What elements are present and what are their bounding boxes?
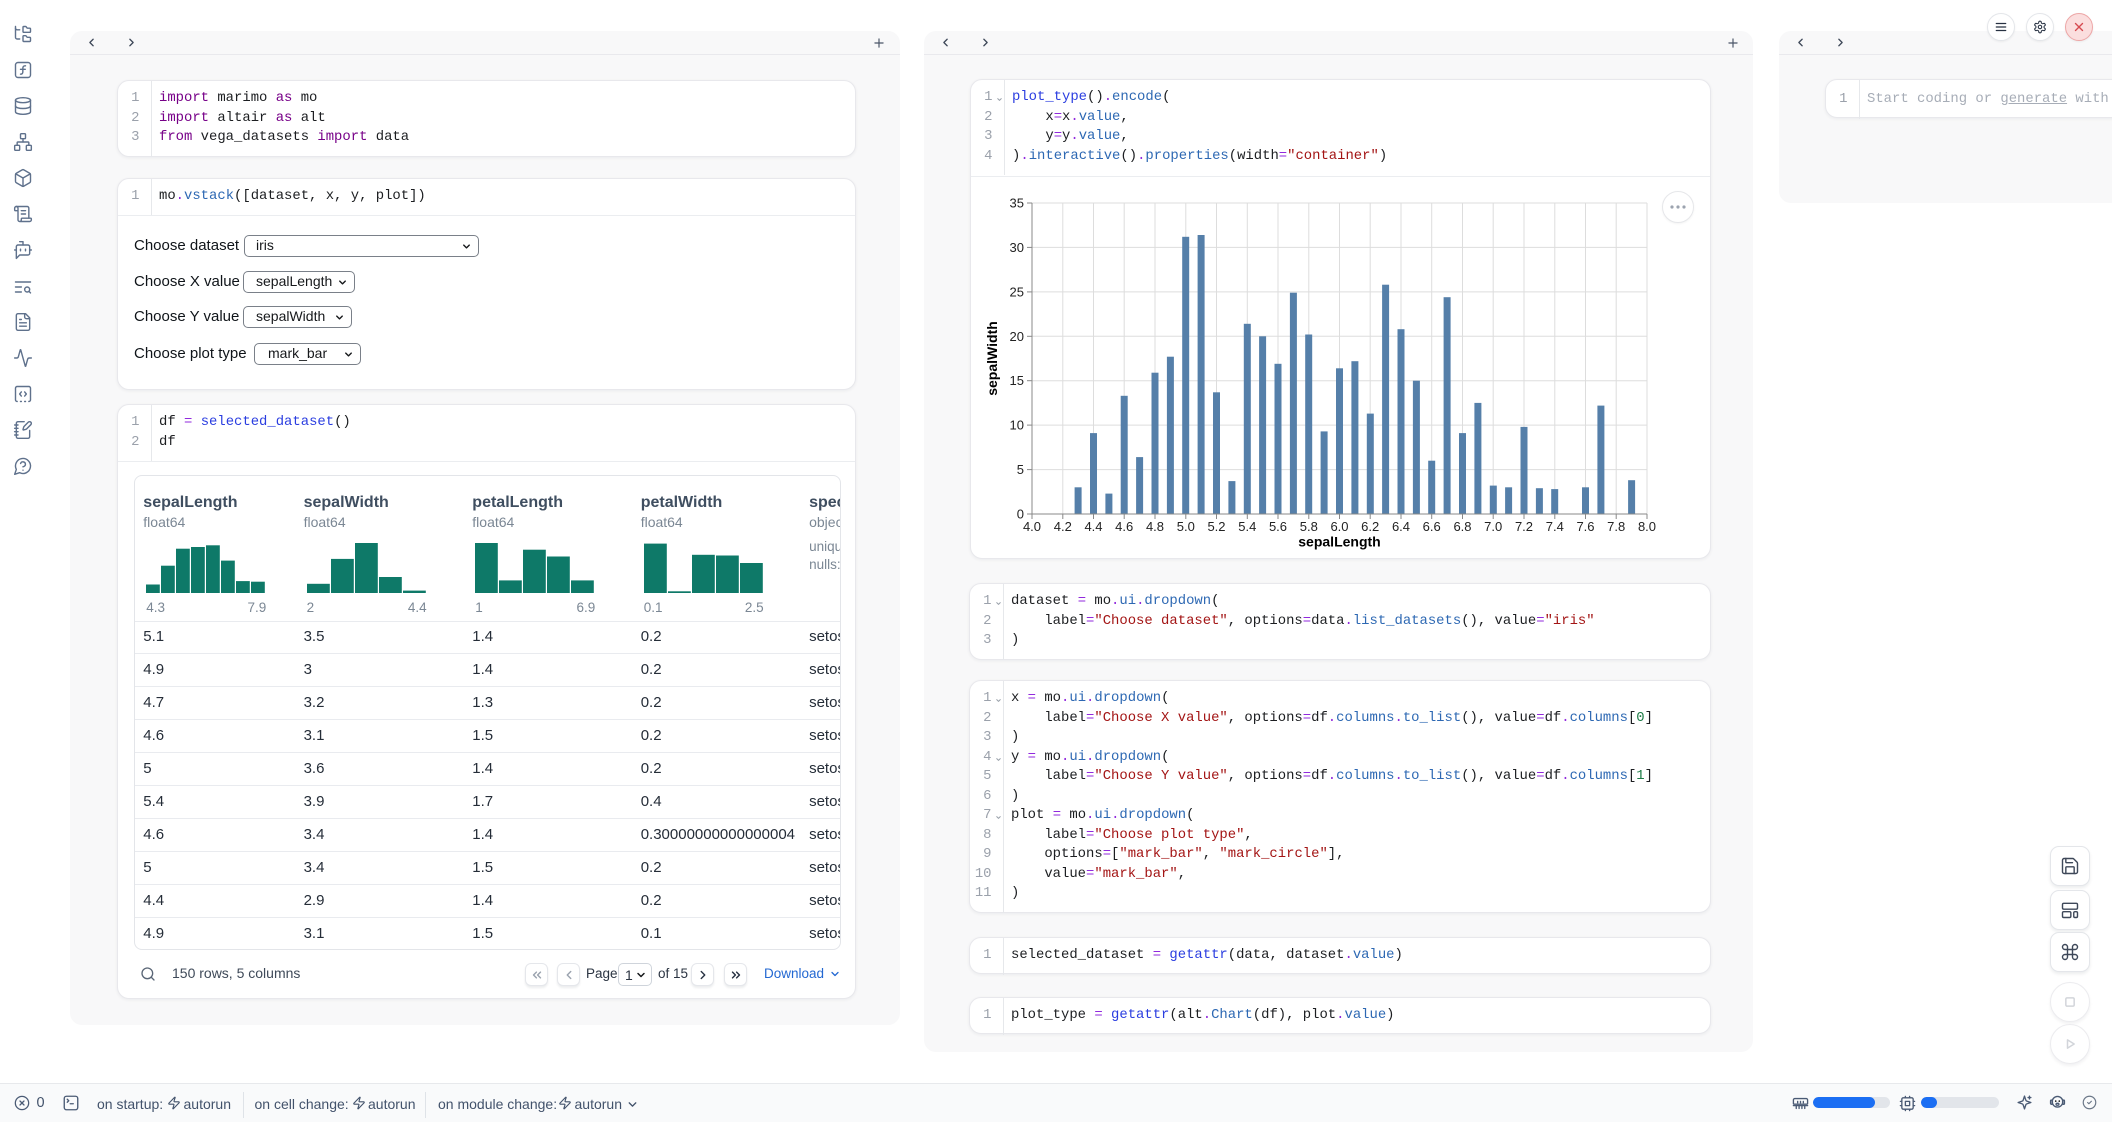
svg-text:35: 35 [1010, 196, 1024, 211]
svg-text:5.8: 5.8 [1300, 519, 1318, 534]
svg-text:4.8: 4.8 [1146, 519, 1164, 534]
svg-text:6.0: 6.0 [1330, 519, 1348, 534]
svg-text:4.4: 4.4 [1084, 519, 1102, 534]
svg-text:7.0: 7.0 [1484, 519, 1502, 534]
svg-text:4.6: 4.6 [1115, 519, 1133, 534]
svg-text:sepalLength: sepalLength [1298, 534, 1380, 550]
svg-text:5.6: 5.6 [1269, 519, 1287, 534]
svg-text:6.2: 6.2 [1361, 519, 1379, 534]
svg-text:5.0: 5.0 [1177, 519, 1195, 534]
svg-text:6.6: 6.6 [1423, 519, 1441, 534]
svg-text:5.4: 5.4 [1238, 519, 1256, 534]
svg-text:30: 30 [1010, 240, 1024, 255]
svg-text:7.8: 7.8 [1607, 519, 1625, 534]
svg-text:4.2: 4.2 [1054, 519, 1072, 534]
svg-text:7.4: 7.4 [1546, 519, 1564, 534]
svg-text:15: 15 [1010, 373, 1024, 388]
svg-text:5: 5 [1017, 462, 1024, 477]
svg-text:6.4: 6.4 [1392, 519, 1410, 534]
svg-text:7.6: 7.6 [1576, 519, 1594, 534]
svg-text:7.2: 7.2 [1515, 519, 1533, 534]
svg-text:6.8: 6.8 [1453, 519, 1471, 534]
svg-text:10: 10 [1010, 418, 1024, 433]
svg-text:20: 20 [1010, 329, 1024, 344]
svg-text:25: 25 [1010, 284, 1024, 299]
svg-text:0: 0 [1017, 507, 1024, 522]
svg-text:5.2: 5.2 [1207, 519, 1225, 534]
svg-text:8.0: 8.0 [1638, 519, 1656, 534]
svg-text:sepalWidth: sepalWidth [984, 321, 1000, 396]
svg-text:4.0: 4.0 [1023, 519, 1041, 534]
